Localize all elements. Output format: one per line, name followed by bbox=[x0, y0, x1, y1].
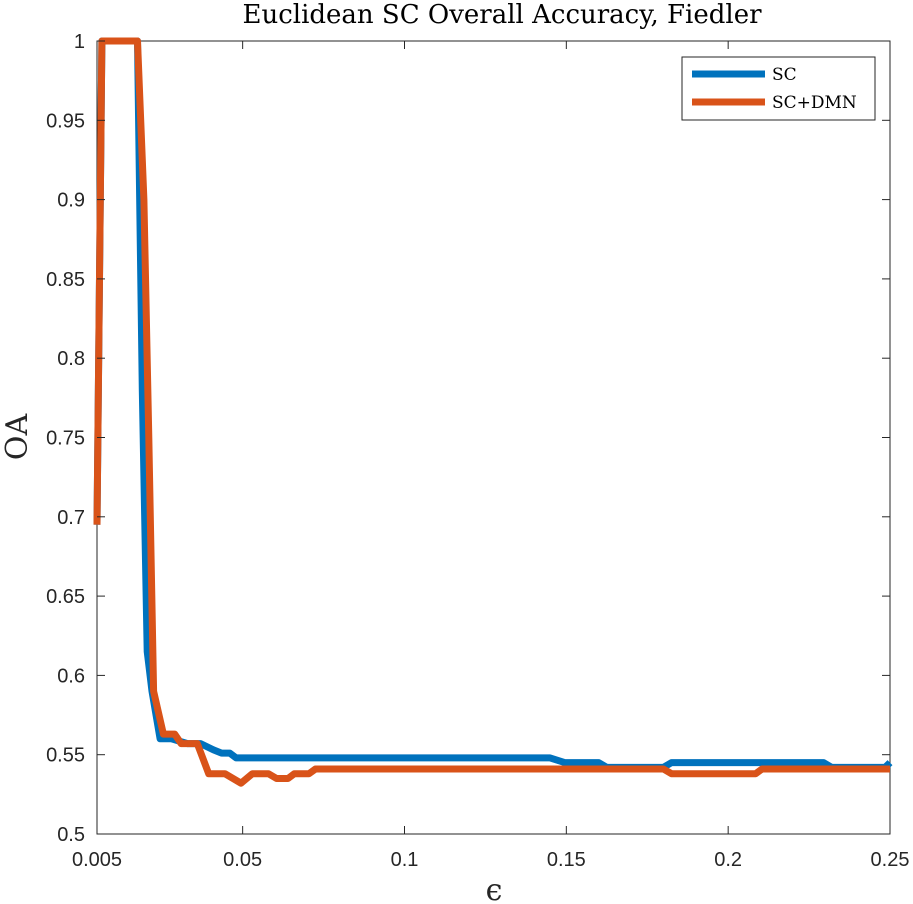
plot-area: 0.005 0.05 0.1 0.15 0.2 0.25 0.5 0.55 0.6 0.65 0.7… bbox=[46, 31, 909, 871]
x-tick-label: 0.25 bbox=[871, 849, 910, 871]
x-tick-label: 0.05 bbox=[223, 849, 262, 871]
x-tick-label: 0.005 bbox=[72, 849, 122, 871]
y-tick-label: 0.5 bbox=[57, 824, 85, 846]
plot-frame bbox=[96, 40, 891, 835]
y-tick-label: 0.9 bbox=[57, 190, 85, 212]
y-axis-label: OA bbox=[0, 414, 35, 461]
x-tick-label: 0.15 bbox=[547, 849, 586, 871]
tick-layer: 0.005 0.05 0.1 0.15 0.2 0.25 0.5 0.55 0.6 0.65 0.7… bbox=[46, 31, 909, 871]
y-tick-label: 0.55 bbox=[46, 745, 85, 767]
y-tick-label: 0.7 bbox=[57, 507, 85, 529]
y-tick-label: 0.95 bbox=[46, 110, 85, 132]
legend: SC SC+DMN bbox=[681, 56, 876, 121]
legend-label-sc-dmn: SC+DMN bbox=[772, 93, 857, 113]
y-tick-label: 0.75 bbox=[46, 428, 85, 450]
x-tick-label: 0.1 bbox=[391, 849, 419, 871]
y-tick-label: 1 bbox=[74, 31, 85, 53]
y-tick-label: 0.6 bbox=[57, 665, 85, 687]
y-tick-label: 0.65 bbox=[46, 586, 85, 608]
legend-box bbox=[681, 56, 876, 121]
series-line-sc-dmn bbox=[93, 37, 890, 787]
x-axis-label: ϵ bbox=[486, 873, 503, 904]
series-layer bbox=[93, 37, 893, 787]
legend-label-sc: SC bbox=[772, 65, 797, 85]
y-tick-label: 0.85 bbox=[46, 269, 85, 291]
x-tick-label: 0.2 bbox=[714, 849, 742, 871]
y-tick-label: 0.8 bbox=[57, 348, 85, 370]
chart-title: Euclidean SC Overall Accuracy, Fiedler bbox=[242, 0, 762, 30]
